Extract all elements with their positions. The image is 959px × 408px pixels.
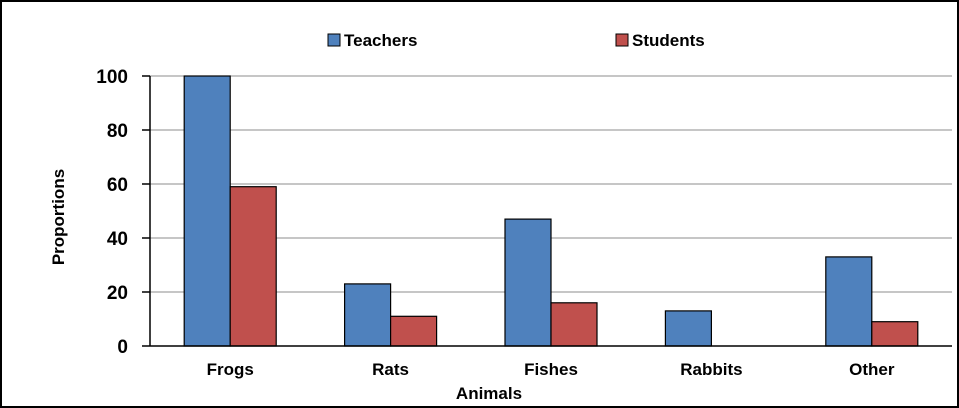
y-tick-label: 80 [107,121,128,142]
legend-swatch-teachers [327,33,341,47]
legend-swatch-students [615,33,629,47]
y-tick-label: 0 [117,337,128,358]
bar-teachers-other [825,256,873,347]
bars [183,75,919,347]
bar-students-frogs [229,186,277,347]
x-category-label: Fishes [524,360,578,379]
bar-students-rats [390,315,438,347]
bar-students-other [871,321,919,347]
y-tick-label: 100 [96,67,128,88]
legend: Teachers Students [327,31,705,50]
legend-label-teachers: Teachers [344,31,417,50]
x-category-label: Rats [372,360,409,379]
gridlines [150,75,952,293]
y-tick-label: 40 [107,229,128,250]
legend-label-students: Students [632,31,705,50]
bar-teachers-fishes [504,218,552,347]
x-axis-title: Animals [456,384,522,403]
y-tick-labels: 0 20 40 60 80 100 [96,67,128,358]
y-tick-label: 20 [107,283,128,304]
x-category-label: Rabbits [680,360,742,379]
x-category-label: Frogs [207,360,254,379]
bar-students-fishes [550,302,598,347]
bar-teachers-rabbits [664,310,713,347]
y-axis-title: Proportions [49,169,68,265]
y-tick-label: 60 [107,175,128,196]
bar-teachers-rats [344,283,392,347]
x-category-label: Other [849,360,895,379]
bar-teachers-frogs [183,75,231,347]
x-category-labels: Frogs Rats Fishes Rabbits Other [207,360,895,379]
axes [142,75,952,347]
